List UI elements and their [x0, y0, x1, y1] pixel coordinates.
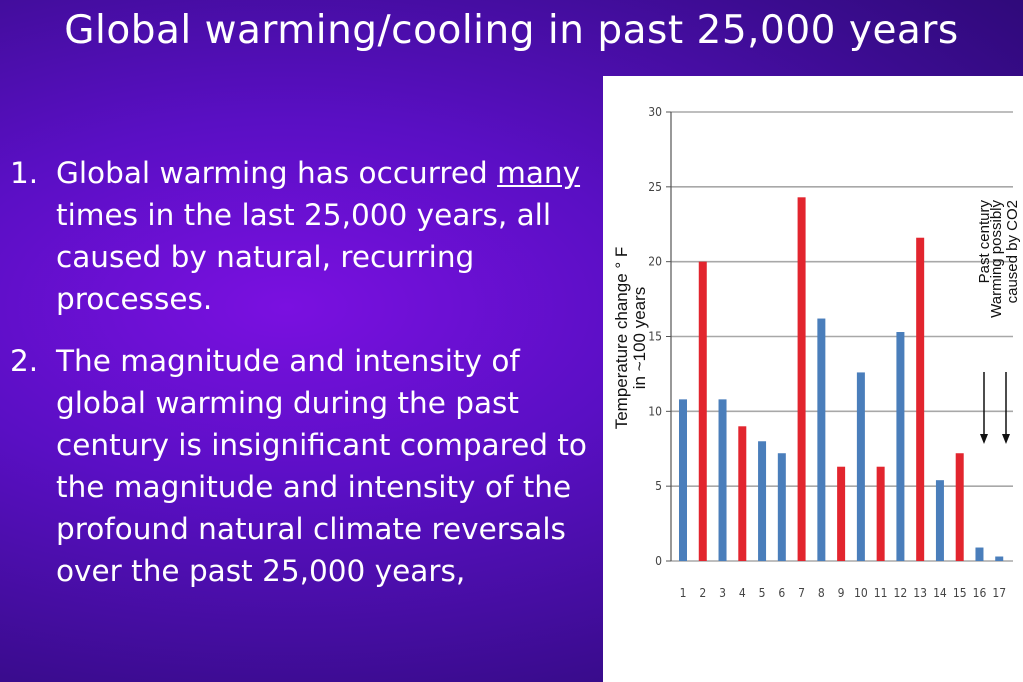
- bullet-text: The magnitude and intensity of global wa…: [56, 344, 587, 588]
- x-tick-label: 4: [739, 586, 746, 600]
- y-tick-label: 10: [648, 404, 662, 418]
- bar: [758, 441, 767, 561]
- bar: [856, 372, 865, 561]
- bar: [876, 466, 885, 561]
- x-tick-label: 16: [973, 586, 987, 600]
- bullet-list: 1. Global warming has occurred many times…: [10, 152, 590, 612]
- annotation-label: Past century: [976, 200, 993, 284]
- bar: [718, 399, 727, 561]
- y-tick-label: 0: [655, 554, 662, 568]
- bullet-item: 2. The magnitude and intensity of global …: [10, 340, 590, 592]
- annotation-arrowhead: [980, 434, 988, 444]
- y-tick-label: 20: [648, 255, 662, 269]
- bullet-number: 1.: [10, 156, 39, 190]
- x-tick-label: 17: [992, 586, 1006, 600]
- y-tick-label: 30: [648, 105, 662, 119]
- bar: [738, 426, 747, 561]
- y-axis-label: in ~100 years: [630, 287, 649, 390]
- bullet-number: 2.: [10, 344, 39, 378]
- x-tick-label: 15: [953, 586, 967, 600]
- bullet-emphasis: many: [497, 156, 581, 190]
- bar: [975, 547, 984, 561]
- x-tick-label: 6: [778, 586, 785, 600]
- bullet-text: Global warming has occurred: [56, 156, 498, 190]
- x-tick-label: 13: [913, 586, 927, 600]
- bar: [817, 318, 826, 561]
- x-tick-label: 3: [719, 586, 726, 600]
- bar: [955, 453, 964, 561]
- y-tick-label: 5: [655, 479, 662, 493]
- bullet-text: times in the last 25,000 years, all caus…: [56, 198, 552, 316]
- x-tick-label: 7: [798, 586, 805, 600]
- x-tick-label: 9: [838, 586, 845, 600]
- slide-title: Global warming/cooling in past 25,000 ye…: [64, 8, 959, 53]
- annotation-label: Warming possibly: [988, 200, 1005, 318]
- chart-panel: 0 5 10 15 20 25 30 1 2 3 4 5 6 7 8 9 10 11 12 13 14 15 16 17 Tem…: [603, 76, 1023, 682]
- bar: [935, 480, 944, 561]
- bar: [916, 237, 925, 561]
- bar: [995, 556, 1004, 561]
- x-tick-label: 2: [699, 586, 706, 600]
- y-tick-label: 15: [648, 330, 662, 344]
- bar: [777, 453, 786, 561]
- bar: [679, 399, 687, 561]
- annotation-arrowhead: [1002, 434, 1010, 444]
- x-tick-label: 1: [680, 586, 687, 600]
- bar: [797, 197, 806, 561]
- x-tick-label: 8: [818, 586, 825, 600]
- bar: [896, 332, 905, 561]
- bar: [837, 466, 846, 561]
- x-tick-label: 11: [874, 586, 888, 600]
- x-tick-label: 12: [894, 586, 908, 600]
- y-axis-label: Temperature change ° F: [612, 247, 631, 430]
- x-tick-label: 14: [933, 586, 947, 600]
- annotation-label: caused by CO2: [1004, 200, 1021, 303]
- bullet-item: 1. Global warming has occurred many times…: [10, 152, 590, 320]
- y-tick-label: 25: [648, 180, 662, 194]
- bar: [698, 261, 707, 561]
- x-tick-label: 5: [759, 586, 766, 600]
- x-tick-label: 10: [854, 586, 868, 600]
